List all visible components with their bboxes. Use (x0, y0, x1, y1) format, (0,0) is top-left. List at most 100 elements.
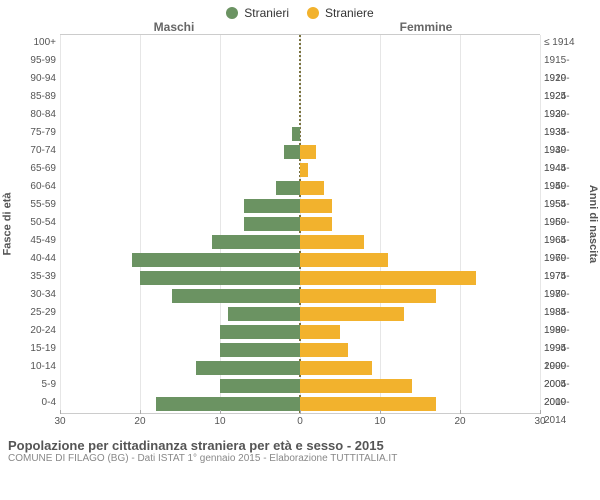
x-tick-mark (140, 410, 141, 414)
bar-row (60, 197, 540, 215)
age-tick: 40-44 (14, 250, 60, 268)
birth-tick: ≤ 1914 (540, 34, 586, 52)
bar-female (300, 145, 316, 159)
legend-item-female: Straniere (307, 6, 374, 20)
birth-tick: 1980-1984 (540, 286, 586, 304)
age-tick: 10-14 (14, 358, 60, 376)
bar-row (60, 269, 540, 287)
bar-female (300, 325, 340, 339)
bar-row (60, 161, 540, 179)
age-tick: 65-69 (14, 160, 60, 178)
bar-female (300, 289, 436, 303)
column-headers: Maschi Femmine (0, 20, 600, 34)
legend-item-male: Stranieri (226, 6, 289, 20)
bar-male (244, 199, 300, 213)
age-tick: 100+ (14, 34, 60, 52)
y-axis-label-right: Anni di nascita (586, 34, 600, 414)
bar-row (60, 305, 540, 323)
bar-male (244, 217, 300, 231)
age-tick: 95-99 (14, 52, 60, 70)
bar-row (60, 377, 540, 395)
swatch-female (307, 7, 319, 19)
bar-male (172, 289, 300, 303)
bar-female (300, 235, 364, 249)
swatch-male (226, 7, 238, 19)
age-tick: 60-64 (14, 178, 60, 196)
age-tick: 70-74 (14, 142, 60, 160)
x-tick-label: 20 (134, 416, 145, 427)
birth-tick: 1920-1924 (540, 70, 586, 88)
bar-row (60, 125, 540, 143)
birth-tick: 1915-1919 (540, 52, 586, 70)
header-male: Maschi (48, 20, 300, 34)
age-tick: 75-79 (14, 124, 60, 142)
x-tick-mark (60, 410, 61, 414)
bar-male (196, 361, 300, 375)
legend: Stranieri Straniere (0, 0, 600, 20)
bar-male (132, 253, 300, 267)
birth-tick: 1975-1979 (540, 268, 586, 286)
bar-row (60, 251, 540, 269)
legend-label-female: Straniere (325, 6, 374, 20)
x-tick-label: 30 (534, 416, 545, 427)
age-tick: 55-59 (14, 196, 60, 214)
x-tick-mark (380, 410, 381, 414)
age-tick: 30-34 (14, 286, 60, 304)
age-tick: 45-49 (14, 232, 60, 250)
bar-male (220, 325, 300, 339)
bar-row (60, 287, 540, 305)
x-tick-label: 20 (454, 416, 465, 427)
legend-label-male: Stranieri (244, 6, 289, 20)
bar-male (220, 343, 300, 357)
bar-male (220, 379, 300, 393)
birth-tick: 1995-1999 (540, 340, 586, 358)
y-ticks-age: 100+95-9990-9485-8980-8475-7970-7465-696… (14, 34, 60, 414)
age-tick: 5-9 (14, 376, 60, 394)
x-tick-label: 10 (374, 416, 385, 427)
birth-tick: 1960-1964 (540, 214, 586, 232)
age-tick: 85-89 (14, 88, 60, 106)
birth-tick: 1925-1929 (540, 88, 586, 106)
age-tick: 80-84 (14, 106, 60, 124)
bar-row (60, 341, 540, 359)
age-tick: 15-19 (14, 340, 60, 358)
bar-female (300, 307, 404, 321)
birth-tick: 1945-1949 (540, 160, 586, 178)
x-tick-mark (460, 410, 461, 414)
x-tick-label: 10 (214, 416, 225, 427)
x-tick-mark (540, 410, 541, 414)
bar-row (60, 107, 540, 125)
x-tick-mark (220, 410, 221, 414)
birth-tick: 1935-1939 (540, 124, 586, 142)
x-tick-mark (300, 410, 301, 414)
bar-female (300, 397, 436, 411)
chart-subtitle: COMUNE DI FILAGO (BG) - Dati ISTAT 1° ge… (8, 453, 592, 464)
bar-female (300, 271, 476, 285)
footer: Popolazione per cittadinanza straniera p… (0, 434, 600, 464)
bar-female (300, 199, 332, 213)
bar-male (276, 181, 300, 195)
birth-tick: 2010-2014 (540, 394, 586, 412)
bar-female (300, 379, 412, 393)
plot-area (60, 34, 540, 414)
birth-tick: 1965-1969 (540, 232, 586, 250)
chart-area: Fasce di età 100+95-9990-9485-8980-8475-… (0, 34, 600, 414)
birth-tick: 1990-1994 (540, 322, 586, 340)
birth-tick: 1970-1974 (540, 250, 586, 268)
birth-tick: 1985-1989 (540, 304, 586, 322)
bar-rows (60, 35, 540, 413)
age-tick: 35-39 (14, 268, 60, 286)
age-tick: 50-54 (14, 214, 60, 232)
y-ticks-birth: ≤ 19141915-19191920-19241925-19291930-19… (540, 34, 586, 414)
age-tick: 90-94 (14, 70, 60, 88)
birth-tick: 1955-1959 (540, 196, 586, 214)
bar-male (292, 127, 300, 141)
bar-row (60, 179, 540, 197)
bar-male (212, 235, 300, 249)
bar-male (228, 307, 300, 321)
age-tick: 25-29 (14, 304, 60, 322)
bar-row (60, 53, 540, 71)
birth-tick: 1950-1954 (540, 178, 586, 196)
birth-tick: 2005-2009 (540, 376, 586, 394)
bar-row (60, 233, 540, 251)
